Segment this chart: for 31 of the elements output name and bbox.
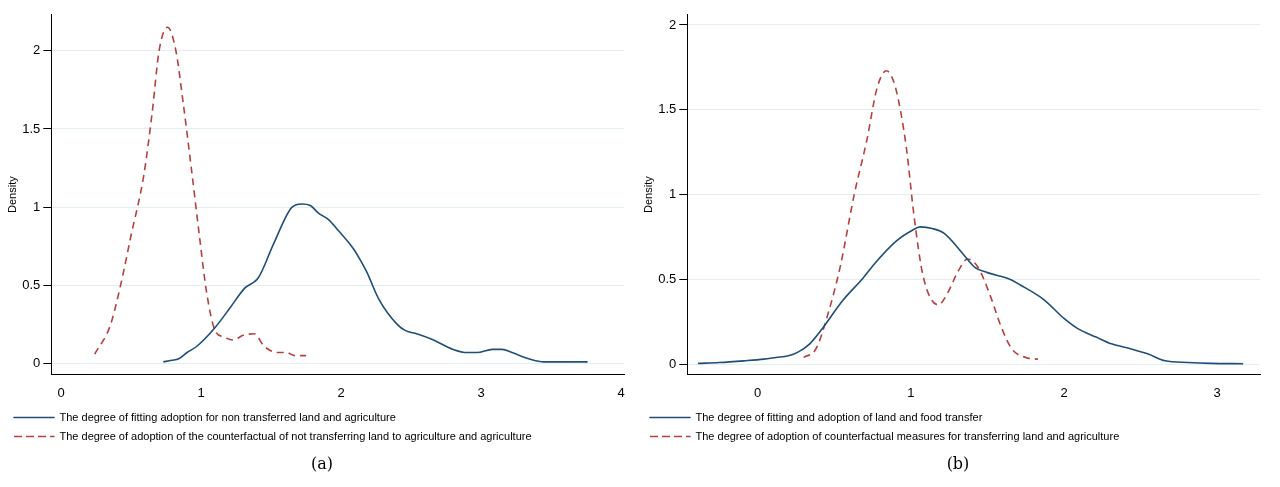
x-tick-label: 1 [197, 384, 205, 400]
y-tick-label: 1 [669, 186, 677, 202]
x-tick-label: 1 [907, 384, 915, 400]
line-series [162, 203, 589, 363]
y-tick-label: 1.5 [658, 101, 677, 117]
x-tick-label: 2 [1060, 384, 1068, 400]
x-tick-label: 0 [57, 384, 65, 400]
line-series [802, 69, 1039, 360]
text: (a) [310, 453, 334, 475]
x-tick-label: 3 [477, 384, 485, 400]
y-tick-label: 0 [669, 355, 677, 371]
y-tick-label: 0 [33, 355, 41, 371]
x-tick-label: 3 [1213, 384, 1221, 400]
y-tick-label: 0.5 [658, 270, 677, 286]
x-tick-label: 0 [754, 384, 762, 400]
y-tick-label: 1 [33, 198, 41, 214]
legend-label: The degree of fitting adoption for non transferred land and agriculture [59, 410, 396, 423]
y-tick-label: 2 [33, 42, 41, 58]
text: (b) [945, 453, 971, 475]
legend-label: The degree of adoption of the counterfactual of not transferring land to agriculture and agriculture [59, 429, 532, 442]
line-series [697, 226, 1244, 365]
y-tick-label: 1.5 [22, 120, 41, 136]
y-axis-title: Density [641, 175, 654, 213]
line-series [93, 26, 307, 357]
legend-label: The degree of fitting and adoption of land and food transfer [695, 410, 983, 423]
y-tick-label: 2 [669, 16, 677, 32]
legend-label: The degree of adoption of counterfactual measures for transferring land and agriculture [695, 429, 1120, 442]
y-tick-label: 0.5 [22, 276, 41, 292]
x-tick-label: 4 [617, 384, 625, 400]
y-axis-title: Density [5, 175, 18, 213]
x-tick-label: 2 [337, 384, 345, 400]
